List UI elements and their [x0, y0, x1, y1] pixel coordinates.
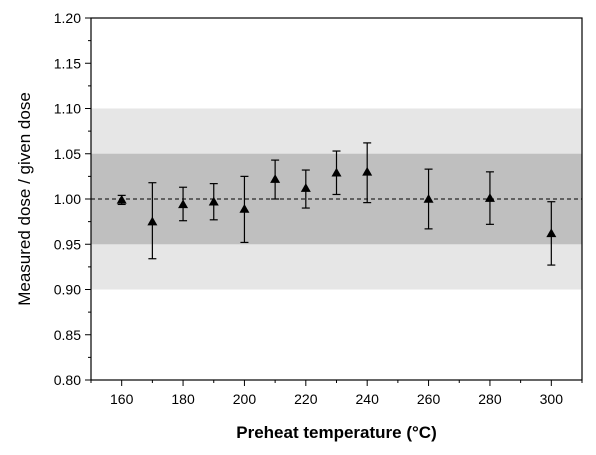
data-point-210 — [270, 159, 281, 200]
triangle-marker — [331, 167, 342, 177]
y-axis: 0.80 0.85 0.90 0.95 1.00 1.05 1.10 1.15 1.20 — [54, 10, 91, 388]
triangle-marker — [362, 166, 373, 176]
y-tick-label-1.15: 1.15 — [54, 55, 81, 71]
data-point-200 — [239, 175, 250, 244]
y-tick-label-0.80: 0.80 — [54, 372, 81, 388]
triangle-marker — [239, 203, 250, 213]
triangle-marker — [423, 194, 434, 203]
x-tick-label-280: 280 — [478, 391, 502, 407]
x-axis-title: Preheat temperature (°C) — [236, 423, 436, 442]
x-axis: 160 180 200 220 240 260 280 300 — [90, 380, 583, 407]
y-tick-label-1.10: 1.10 — [54, 101, 81, 117]
data-point-190 — [208, 183, 219, 221]
data-point-230 — [331, 150, 342, 196]
x-tick-label-240: 240 — [356, 391, 380, 407]
y-tick-label-1.00: 1.00 — [54, 191, 81, 207]
data-points — [116, 142, 557, 266]
triangle-marker — [147, 216, 158, 226]
data-point-240 — [362, 142, 373, 204]
data-point-280 — [484, 171, 495, 225]
triangle-marker — [546, 228, 557, 238]
y-tick-label-1.20: 1.20 — [54, 10, 81, 26]
data-point-220 — [300, 169, 311, 209]
x-tick-label-160: 160 — [110, 391, 134, 407]
triangle-marker — [116, 194, 127, 204]
y-tick-label-0.95: 0.95 — [54, 236, 81, 252]
x-tick-label-180: 180 — [171, 391, 195, 407]
data-point-180 — [178, 186, 189, 222]
triangle-marker — [270, 174, 281, 183]
triangle-marker — [178, 199, 189, 209]
x-tick-label-300: 300 — [540, 391, 564, 407]
data-point-300 — [546, 201, 557, 266]
x-tick-label-200: 200 — [233, 391, 257, 407]
triangle-marker — [484, 193, 495, 202]
data-point-170 — [147, 182, 158, 260]
data-point-260 — [423, 168, 434, 230]
triangle-marker — [300, 183, 311, 192]
triangle-marker — [208, 196, 219, 206]
y-axis-title: Measured dose / given dose — [15, 92, 34, 306]
y-tick-label-0.85: 0.85 — [54, 327, 81, 343]
data-point-160 — [116, 194, 127, 206]
x-tick-label-220: 220 — [294, 391, 318, 407]
y-tick-label-0.90: 0.90 — [54, 282, 81, 298]
y-tick-label-1.05: 1.05 — [54, 146, 81, 162]
x-tick-label-260: 260 — [417, 391, 441, 407]
